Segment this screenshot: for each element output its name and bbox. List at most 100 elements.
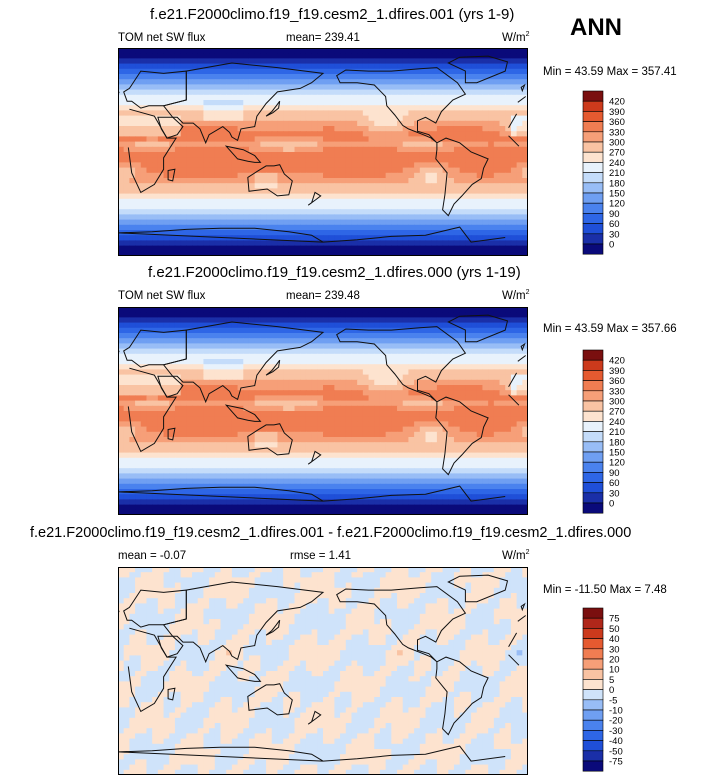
heatmap-cell	[152, 136, 159, 143]
heatmap-cell	[374, 307, 381, 313]
heatmap-cell	[118, 204, 125, 210]
heatmap-cell	[351, 426, 358, 433]
heatmap-cell	[163, 68, 170, 75]
heatmap-cell	[459, 333, 466, 339]
heatmap-cell	[294, 442, 301, 448]
heatmap-cell	[408, 146, 415, 153]
heatmap-cell	[408, 421, 415, 428]
heatmap-cell	[209, 105, 216, 111]
heatmap-cell	[323, 193, 330, 200]
heatmap-cell	[505, 307, 512, 313]
heatmap-cell	[448, 421, 455, 428]
colorbar-box	[582, 100, 604, 112]
heatmap-cell	[305, 79, 313, 85]
heatmap-cell	[402, 209, 410, 215]
heatmap-cell	[140, 84, 148, 91]
heatmap-cell	[146, 431, 153, 438]
heatmap-cell	[214, 209, 222, 215]
heatmap-cell	[379, 63, 387, 70]
heatmap-cell	[260, 312, 267, 318]
heatmap-cell	[391, 400, 398, 407]
heatmap-cell	[328, 178, 335, 184]
heatmap-cell	[169, 327, 176, 334]
heatmap-cell	[334, 178, 341, 184]
heatmap-cell	[379, 162, 387, 169]
heatmap-cell	[294, 312, 301, 318]
heatmap-cell	[522, 183, 528, 189]
heatmap-cell	[118, 447, 125, 454]
heatmap-cell	[146, 157, 153, 163]
heatmap-cell	[516, 385, 523, 391]
heatmap-cell	[499, 105, 506, 111]
heatmap-cell	[135, 416, 142, 422]
heatmap-cell	[288, 250, 296, 256]
heatmap-cell	[288, 209, 296, 215]
heatmap-cell	[482, 48, 489, 54]
heatmap-cell	[169, 105, 176, 111]
heatmap-cell	[174, 89, 182, 96]
heatmap-cell	[323, 230, 330, 236]
heatmap-cell	[419, 193, 427, 200]
heatmap-cell	[408, 209, 415, 215]
heatmap-cell	[266, 405, 273, 412]
heatmap-cell	[317, 178, 324, 184]
heatmap-cell	[180, 157, 187, 163]
heatmap-cell	[180, 94, 187, 101]
heatmap-cell	[379, 48, 387, 54]
heatmap-cell	[266, 374, 273, 381]
heatmap-cell	[260, 94, 267, 101]
heatmap-cell	[254, 230, 261, 236]
heatmap-cell	[254, 431, 261, 438]
heatmap-cell	[288, 379, 296, 386]
heatmap-cell	[174, 53, 182, 59]
heatmap-cell	[522, 172, 528, 179]
heatmap-cell	[243, 157, 250, 163]
heatmap-cell	[192, 131, 199, 137]
heatmap-cell	[300, 68, 307, 75]
heatmap-cell	[214, 131, 222, 137]
heatmap-cell	[220, 105, 227, 111]
heatmap-cell	[294, 53, 301, 59]
heatmap-cell	[448, 400, 455, 407]
heatmap-cell	[123, 374, 130, 381]
heatmap-cell	[180, 447, 187, 454]
heatmap-cell	[305, 411, 313, 417]
heatmap-cell	[328, 58, 335, 65]
heatmap-cell	[197, 400, 205, 407]
heatmap-cell	[482, 230, 489, 236]
heatmap-cell	[237, 327, 244, 334]
heatmap-cell	[209, 126, 216, 132]
heatmap-cell	[237, 183, 244, 189]
heatmap-cell	[209, 219, 216, 226]
heatmap-cell	[419, 235, 427, 241]
heatmap-cell	[334, 447, 341, 454]
heatmap-cell	[425, 333, 432, 339]
heatmap-cell	[118, 431, 125, 438]
heatmap-cell	[431, 204, 438, 210]
heatmap-cell	[180, 333, 187, 339]
heatmap-cell	[448, 162, 455, 169]
heatmap-cell	[516, 58, 523, 65]
heatmap-cell	[340, 162, 347, 169]
heatmap-cell	[493, 110, 501, 117]
heatmap-cell	[408, 131, 415, 137]
heatmap-cell	[169, 172, 176, 179]
colorbar-box	[582, 162, 604, 173]
heatmap-cell	[135, 224, 142, 231]
heatmap-cell	[260, 411, 267, 417]
heatmap-cell	[288, 157, 296, 163]
heatmap-cell	[351, 240, 358, 247]
heatmap-cell	[516, 183, 523, 189]
heatmap-cell	[271, 379, 279, 386]
heatmap-cell	[448, 74, 455, 80]
heatmap-cell	[294, 178, 301, 184]
heatmap-cell	[374, 63, 381, 70]
heatmap-cell	[379, 338, 387, 344]
heatmap-cell	[431, 442, 438, 448]
heatmap-cell	[163, 343, 170, 350]
heatmap-cell	[305, 374, 313, 381]
heatmap-cell	[340, 120, 347, 127]
heatmap-cell	[328, 79, 335, 85]
heatmap-cell	[305, 204, 313, 210]
heatmap-cell	[294, 126, 301, 132]
